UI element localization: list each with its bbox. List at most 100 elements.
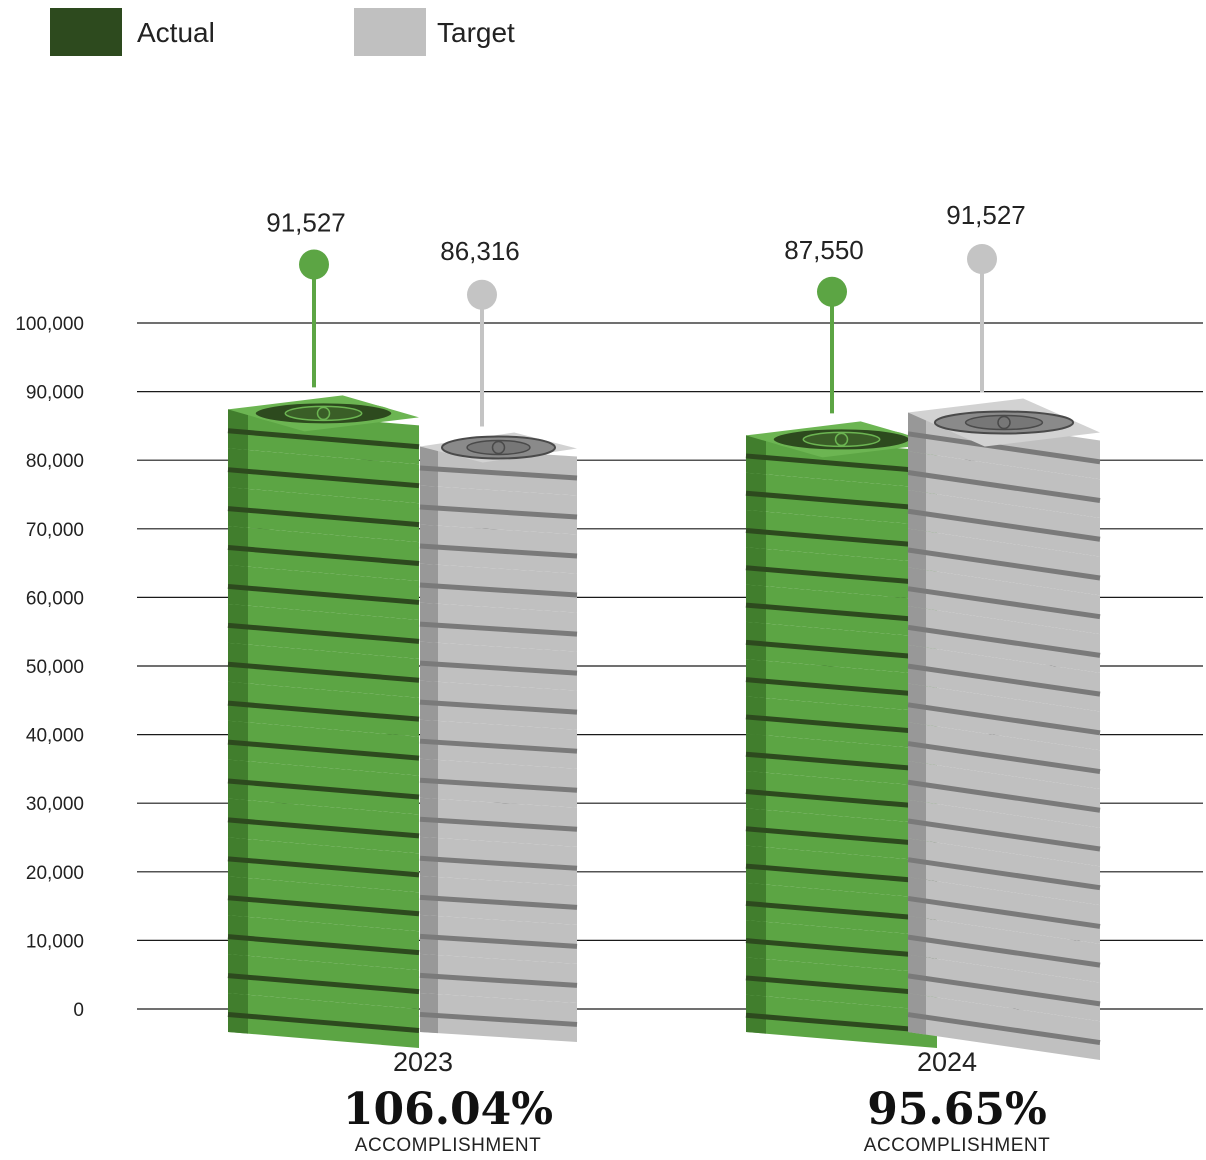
stack-layer-divider <box>745 677 938 699</box>
stack-layer-divider <box>419 621 578 637</box>
stack-layer-divider <box>745 714 938 736</box>
stack-layer-divider <box>907 1012 1101 1046</box>
bar-target-2024 <box>907 398 1101 1060</box>
y-tick-label: 70,000 <box>26 520 84 541</box>
bar-actual-2023 <box>227 395 420 1048</box>
stack-layer-divider <box>907 702 1101 736</box>
stack-layer-divider <box>227 467 420 489</box>
stack-layer-divider <box>745 602 938 624</box>
value-pin-head <box>967 244 997 275</box>
banknote-center <box>284 405 363 422</box>
stack-layer-divider <box>907 741 1101 775</box>
stack-layer-divider <box>419 1011 578 1027</box>
stack-layer-divider <box>907 470 1101 504</box>
stack-layer-divider <box>227 934 420 956</box>
stack-layer-divider <box>227 622 420 644</box>
y-tick-label: 90,000 <box>26 383 84 404</box>
pin-actual-2023 <box>299 249 329 388</box>
stack-layer-divider <box>419 465 578 481</box>
pin-actual-2024 <box>817 276 847 414</box>
y-tick-label: 30,000 <box>26 794 84 815</box>
stack-layer-divider <box>907 973 1101 1007</box>
stack-layer-divider <box>745 528 938 550</box>
stack-layer-divider <box>419 816 578 832</box>
value-pin-head <box>299 249 329 280</box>
bar-actual-2024 <box>745 421 938 1048</box>
stack-layer-divider <box>227 428 420 450</box>
stack-layer-divider <box>907 934 1101 968</box>
stack-layer-divider <box>907 586 1101 620</box>
stack-layer-divider <box>419 504 578 520</box>
stack-layer-divider <box>227 661 420 683</box>
stack-layer-divider <box>907 431 1101 465</box>
value-label-target: 86,316 <box>440 236 520 266</box>
bar-target-2023 <box>419 432 578 1042</box>
stack-layer-divider <box>419 699 578 715</box>
y-tick-label: 50,000 <box>26 657 84 678</box>
accomplishment-label: ACCOMPLISHMENT <box>355 1135 541 1155</box>
stack-layer-divider <box>227 739 420 761</box>
stack-layer-divider <box>419 894 578 910</box>
stack-layer-divider <box>745 826 938 848</box>
stack-layer-divider <box>907 857 1101 891</box>
value-pin-head <box>817 276 847 307</box>
banknote-center <box>466 439 531 456</box>
stack-layer-divider <box>419 582 578 598</box>
stack-layer-divider <box>745 453 938 475</box>
stack-layer-divider <box>419 738 578 754</box>
bars <box>227 395 1101 1060</box>
stack-layer-divider <box>745 900 938 922</box>
stack-layer-divider <box>227 817 420 839</box>
y-tick-label: 100,000 <box>15 314 84 335</box>
banknote-center <box>802 431 881 448</box>
category-label: 2024 <box>917 1047 977 1077</box>
y-tick-label: 60,000 <box>26 588 84 609</box>
y-tick-label: 40,000 <box>26 726 84 747</box>
stack-layer-divider <box>419 933 578 949</box>
stack-layer-divider <box>227 1011 420 1033</box>
stack-layer-divider <box>745 975 938 997</box>
stack-layer-divider <box>745 1012 938 1034</box>
pin-target-2023 <box>467 279 497 427</box>
stack-layer-divider <box>745 938 938 960</box>
stack-layer-divider <box>745 490 938 512</box>
legend-label-actual: Actual <box>137 17 215 48</box>
stack-layer-divider <box>227 895 420 917</box>
stack-layer-divider <box>907 818 1101 852</box>
stack-layer-divider <box>907 663 1101 697</box>
category-label: 2023 <box>393 1047 453 1077</box>
stack-layer-divider <box>419 855 578 871</box>
legend-swatch-actual <box>50 8 122 56</box>
legend-swatch-target <box>354 8 426 56</box>
stack-layer-divider <box>227 583 420 605</box>
labels: 0 10,000 20,000 30,000 40,000 50,000 60,000 70,… <box>15 200 1050 1156</box>
stack-layer-divider <box>419 660 578 676</box>
stack-layer-divider <box>419 972 578 988</box>
accomplishment-percent: 95.65% <box>867 1084 1047 1135</box>
stack-layer-divider <box>745 639 938 661</box>
value-label-actual: 87,550 <box>784 235 864 265</box>
stack-layer-divider <box>745 751 938 773</box>
peso-icon <box>491 440 506 455</box>
stack-layer-divider <box>745 863 938 885</box>
stack-layer-divider <box>227 856 420 878</box>
legend: Actual Target <box>50 8 515 56</box>
stack-layer-divider <box>907 624 1101 658</box>
stack-layer-divider <box>745 789 938 811</box>
accomplishment-label: ACCOMPLISHMENT <box>864 1135 1050 1155</box>
stack-layer-divider <box>227 506 420 528</box>
stack-layer-divider <box>907 547 1101 581</box>
stack-layer-divider <box>907 779 1101 813</box>
accomplishment-percent: 106.04% <box>343 1084 553 1135</box>
y-tick-label: 0 <box>73 1000 84 1021</box>
stack-layer-divider <box>907 508 1101 542</box>
stack-layer-divider <box>227 973 420 995</box>
stack-layer-divider <box>745 565 938 587</box>
y-tick-label: 80,000 <box>26 451 84 472</box>
stack-layer-divider <box>907 895 1101 929</box>
y-tick-label: 20,000 <box>26 863 84 884</box>
pin-target-2024 <box>967 244 997 393</box>
peso-icon <box>997 415 1011 430</box>
